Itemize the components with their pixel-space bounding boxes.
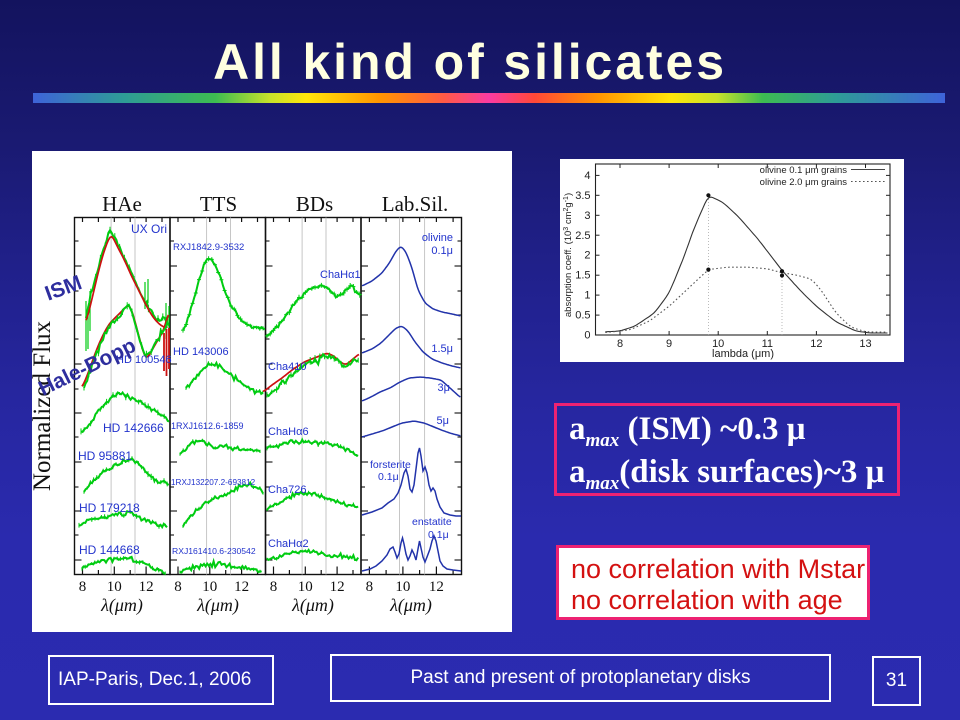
svg-text:1RXJ132207.2-693812: 1RXJ132207.2-693812 bbox=[171, 478, 256, 487]
svg-text:λ(μm): λ(μm) bbox=[100, 595, 143, 616]
svg-text:ChaHα6: ChaHα6 bbox=[268, 426, 309, 438]
svg-text:λ(μm): λ(μm) bbox=[291, 595, 334, 616]
svg-text:Cha410: Cha410 bbox=[268, 361, 307, 373]
svg-text:HD 95881: HD 95881 bbox=[78, 449, 132, 463]
svg-text:10: 10 bbox=[107, 579, 122, 595]
svg-text:5μ: 5μ bbox=[437, 415, 449, 427]
svg-text:HD 100546: HD 100546 bbox=[116, 354, 172, 366]
svg-text:enstatite: enstatite bbox=[412, 516, 452, 528]
svg-text:10: 10 bbox=[712, 338, 724, 350]
svg-text:1: 1 bbox=[584, 290, 590, 302]
svg-text:9: 9 bbox=[666, 338, 672, 350]
svg-text:HAe: HAe bbox=[102, 192, 142, 216]
svg-text:olivine 0.1 μm grains: olivine 0.1 μm grains bbox=[760, 165, 848, 176]
svg-text:10: 10 bbox=[395, 579, 410, 595]
svg-text:HD 144668: HD 144668 bbox=[79, 543, 140, 557]
svg-text:12: 12 bbox=[429, 579, 444, 595]
svg-text:10: 10 bbox=[298, 579, 313, 595]
svg-text:HD 143006: HD 143006 bbox=[173, 346, 229, 358]
svg-text:8: 8 bbox=[270, 579, 278, 595]
svg-text:2.5: 2.5 bbox=[575, 230, 590, 242]
svg-text:0: 0 bbox=[584, 330, 590, 342]
svg-text:0.5: 0.5 bbox=[575, 310, 590, 322]
svg-text:λ(μm): λ(μm) bbox=[389, 595, 432, 616]
svg-text:3: 3 bbox=[584, 210, 590, 222]
svg-text:8: 8 bbox=[366, 579, 374, 595]
svg-text:1.5μ: 1.5μ bbox=[431, 343, 453, 355]
svg-text:8: 8 bbox=[174, 579, 182, 595]
svg-text:3μ: 3μ bbox=[438, 382, 450, 394]
svg-text:BDs: BDs bbox=[296, 192, 333, 216]
svg-text:12: 12 bbox=[139, 579, 154, 595]
svg-text:12: 12 bbox=[234, 579, 249, 595]
svg-text:lambda (μm): lambda (μm) bbox=[712, 348, 774, 360]
svg-text:Cha726: Cha726 bbox=[268, 484, 307, 496]
svg-text:4: 4 bbox=[584, 170, 590, 182]
svg-text:12: 12 bbox=[810, 338, 822, 350]
svg-text:12: 12 bbox=[330, 579, 345, 595]
svg-text:8: 8 bbox=[617, 338, 623, 350]
svg-text:0.1μ: 0.1μ bbox=[428, 529, 449, 541]
svg-text:absorption coeff. (103 cm2g-1): absorption coeff. (103 cm2g-1) bbox=[563, 193, 575, 317]
svg-text:1RXJ1612.6-1859: 1RXJ1612.6-1859 bbox=[171, 421, 244, 431]
svg-text:HD 179218: HD 179218 bbox=[79, 501, 140, 515]
svg-text:2: 2 bbox=[584, 250, 590, 262]
svg-text:13: 13 bbox=[859, 338, 871, 350]
svg-text:ChaHα2: ChaHα2 bbox=[268, 538, 309, 550]
svg-text:11: 11 bbox=[762, 338, 773, 350]
svg-text:1.5: 1.5 bbox=[575, 270, 590, 282]
svg-text:RXJ1842.9-3532: RXJ1842.9-3532 bbox=[173, 242, 244, 253]
svg-text:olivine: olivine bbox=[422, 232, 453, 244]
svg-text:Lab.Sil.: Lab.Sil. bbox=[382, 192, 449, 216]
svg-text:ChaHα1: ChaHα1 bbox=[320, 269, 361, 281]
svg-text:olivine 2.0 μm grains: olivine 2.0 μm grains bbox=[760, 177, 848, 188]
svg-text:HD 142666: HD 142666 bbox=[103, 421, 164, 435]
svg-text:TTS: TTS bbox=[200, 192, 237, 216]
svg-text:10: 10 bbox=[202, 579, 217, 595]
svg-text:3.5: 3.5 bbox=[575, 190, 590, 202]
svg-text:0.1μ: 0.1μ bbox=[378, 471, 399, 483]
svg-text:λ(μm): λ(μm) bbox=[196, 595, 239, 616]
svg-text:UX Ori: UX Ori bbox=[131, 222, 167, 236]
svg-text:forsterite: forsterite bbox=[370, 459, 411, 471]
svg-text:0.1μ: 0.1μ bbox=[431, 245, 453, 257]
svg-text:8: 8 bbox=[79, 579, 87, 595]
svg-text:RXJ161410.6-230542: RXJ161410.6-230542 bbox=[172, 546, 256, 556]
